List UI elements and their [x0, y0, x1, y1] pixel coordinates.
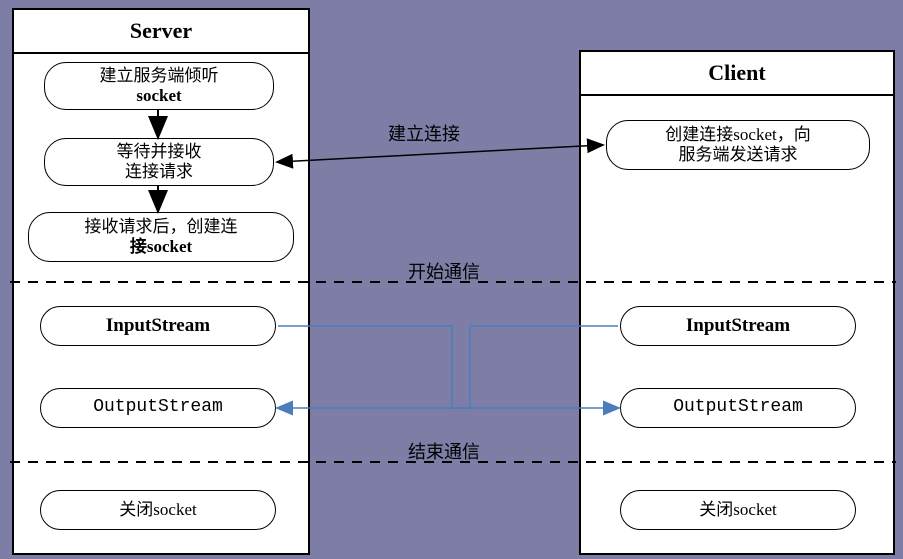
- client-title: Client: [581, 52, 893, 96]
- node-server-wait: 等待并接收 连接请求: [44, 138, 274, 186]
- node-text: 创建连接socket，向: [665, 125, 810, 145]
- node-client-inputstream: InputStream: [620, 306, 856, 346]
- node-text: 接socket: [130, 237, 192, 257]
- node-text: 关闭socket: [119, 500, 196, 520]
- node-server-outputstream: OutputStream: [40, 388, 276, 428]
- label-establish-connection: 建立连接: [388, 120, 460, 146]
- node-text: InputStream: [686, 315, 790, 338]
- node-text: 等待并接收: [117, 142, 202, 162]
- node-server-close: 关闭socket: [40, 490, 276, 530]
- node-text: 建立服务端倾听: [100, 66, 219, 86]
- node-server-inputstream: InputStream: [40, 306, 276, 346]
- node-server-listen: 建立服务端倾听 socket: [44, 62, 274, 110]
- node-text: 接收请求后，创建连: [85, 217, 238, 237]
- node-text: socket: [136, 86, 181, 106]
- node-text: OutputStream: [673, 397, 803, 419]
- label-start-communication: 开始通信: [408, 258, 480, 284]
- node-text: OutputStream: [93, 397, 223, 419]
- node-client-close: 关闭socket: [620, 490, 856, 530]
- label-end-communication: 结束通信: [408, 438, 480, 464]
- node-text: 关闭socket: [699, 500, 776, 520]
- node-text: 连接请求: [125, 162, 193, 182]
- node-text: InputStream: [106, 315, 210, 338]
- node-client-connect: 创建连接socket，向 服务端发送请求: [606, 120, 870, 170]
- server-title: Server: [14, 10, 308, 54]
- blue-path-in-to-out: [278, 326, 618, 408]
- node-text: 服务端发送请求: [679, 145, 798, 165]
- arrow-connect-double: [278, 145, 602, 162]
- node-client-outputstream: OutputStream: [620, 388, 856, 428]
- blue-path-out-to-in: [278, 326, 618, 408]
- node-server-accept: 接收请求后，创建连 接socket: [28, 212, 294, 262]
